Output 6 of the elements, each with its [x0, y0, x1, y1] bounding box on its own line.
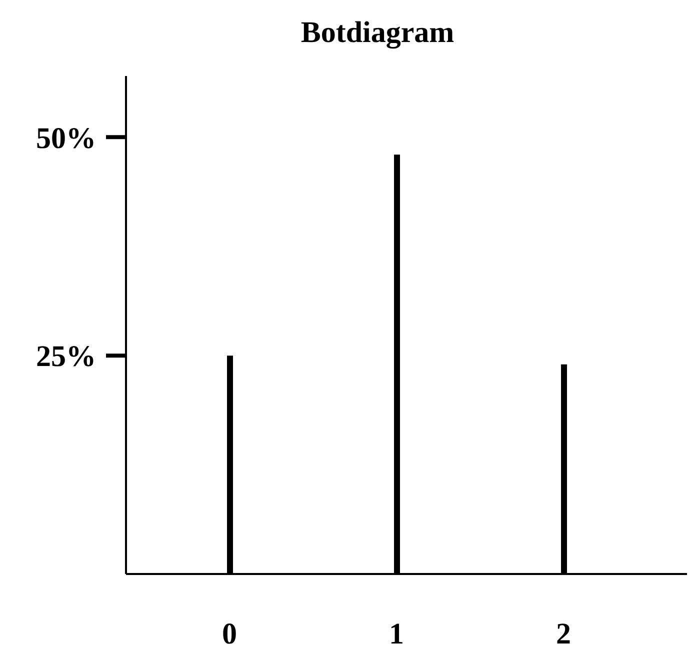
x-tick-label: 0 [222, 617, 237, 650]
x-tick-label: 2 [556, 617, 571, 650]
y-tick-label: 25% [36, 340, 96, 374]
chart-title: Botdiagram [300, 15, 456, 51]
x-tick-label: 1 [389, 617, 404, 650]
y-tick-label: 50% [36, 122, 96, 155]
